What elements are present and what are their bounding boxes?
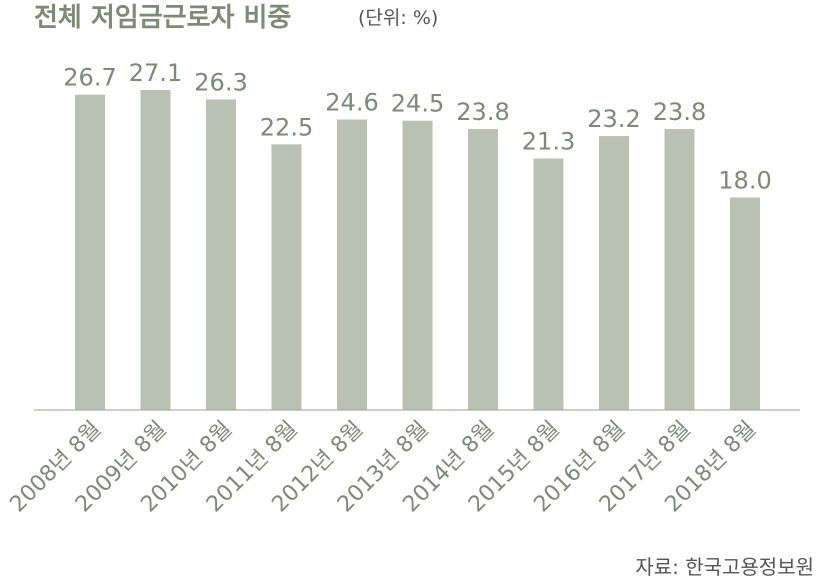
bar-value-label: 26.7: [63, 64, 116, 92]
bar-value-label: 18.0: [718, 166, 771, 194]
bar-value-label: 24.6: [325, 89, 378, 117]
bar: [337, 119, 367, 410]
bar-value-label: 26.3: [194, 68, 247, 96]
bar: [140, 90, 171, 410]
bar: [402, 120, 433, 410]
bar: [468, 128, 498, 410]
chart-title: 전체 저임금근로자 비중: [34, 3, 291, 33]
bar-value-label: 23.2: [587, 105, 640, 133]
bar-value-label: 21.3: [522, 127, 575, 155]
bar: [599, 136, 629, 410]
bar-value-label: 22.5: [260, 113, 313, 141]
chart-unit: (단위: %): [358, 7, 438, 29]
bar: [75, 94, 105, 411]
bar: [206, 99, 236, 410]
bar: [730, 197, 760, 410]
bar-value-label: 23.8: [456, 98, 509, 126]
bar-value-label: 23.8: [653, 98, 706, 126]
bar: [533, 158, 564, 410]
source-note: 자료: 한국고용정보원: [635, 555, 814, 579]
bar-value-label: 27.1: [129, 59, 182, 87]
bar: [271, 144, 302, 411]
bar-value-label: 24.5: [391, 90, 444, 118]
bar: [664, 128, 695, 410]
